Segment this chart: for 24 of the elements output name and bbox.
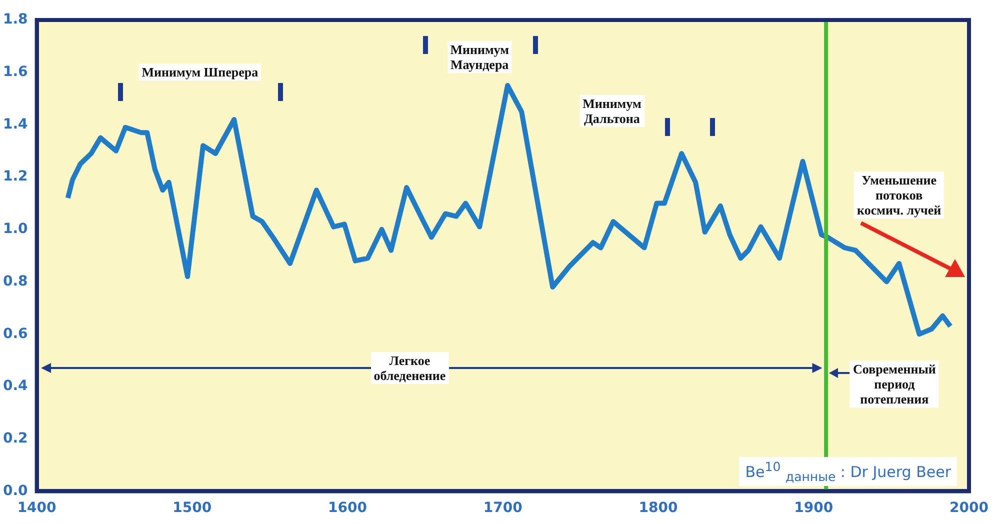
- x-tick-label: 1900: [794, 500, 834, 516]
- y-tick-label: 0.8: [2, 273, 28, 290]
- y-tick-label: 0.4: [2, 378, 28, 394]
- y-tick-label: 0.2: [2, 430, 28, 446]
- x-tick-label: 1800: [638, 500, 678, 516]
- annotation: Легкое обледенение: [370, 352, 449, 384]
- y-tick-label: 1.0: [2, 221, 28, 238]
- annotation: Современный период потепления: [850, 360, 939, 408]
- x-tick-label: 1400: [17, 500, 57, 516]
- y-tick-label: 1.4: [2, 116, 28, 132]
- annotation: Минимум Маундера: [447, 40, 512, 73]
- y-tick-label: 0.6: [2, 326, 28, 342]
- x-tick-label: 1700: [483, 500, 523, 516]
- annotation: Уменьшение потоков космич. лучей: [854, 172, 944, 219]
- y-tick-label: 1.6: [2, 64, 28, 80]
- x-tick-label: 1500: [172, 500, 212, 516]
- x-tick-label: 1600: [328, 500, 368, 516]
- y-tick-label: 1.2: [2, 168, 28, 185]
- y-tick-label: 0.0: [2, 482, 28, 499]
- annotation: Минимум Дальтона: [580, 95, 644, 128]
- y-tick-label: 1.8: [2, 12, 28, 28]
- x-tick-label: 2000: [950, 500, 989, 516]
- annotation: Минимум Шперера: [138, 63, 262, 80]
- annotation: Be$^{10}$ $_{данные}$ : Dr Juerg Beer: [739, 457, 957, 486]
